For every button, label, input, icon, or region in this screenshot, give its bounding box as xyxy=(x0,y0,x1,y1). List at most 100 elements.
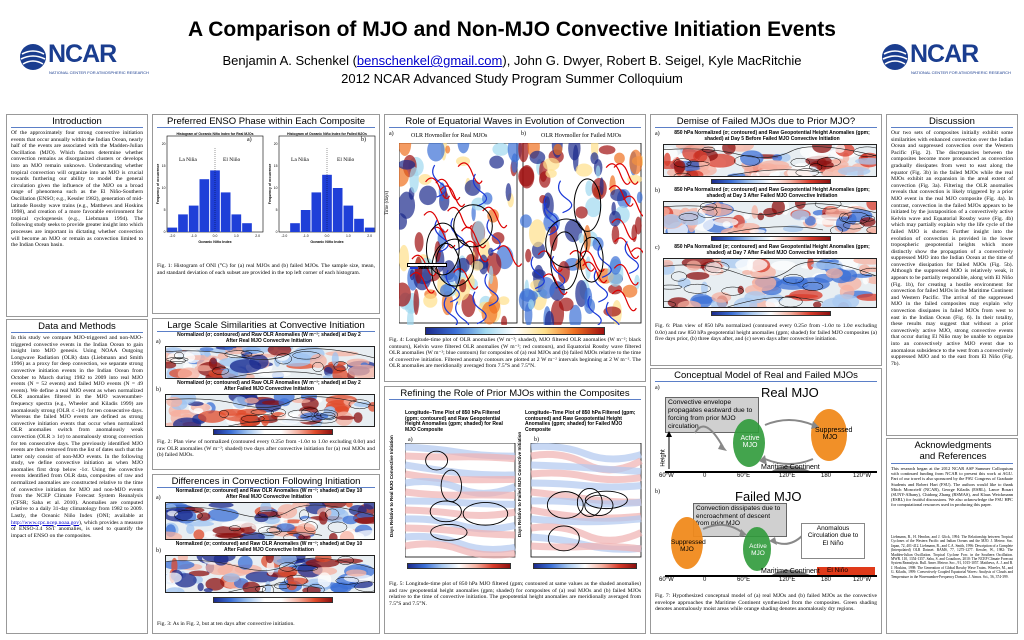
kelvin-contour xyxy=(613,263,639,286)
y-axis-label: Frequency of occurrence xyxy=(268,164,272,205)
anomaly-blob xyxy=(794,162,810,172)
anomaly-blob xyxy=(254,513,269,523)
z850-ylabel-b: Days Relative to Failed MJO Convective I… xyxy=(517,431,522,537)
olr-anomaly-patch xyxy=(595,165,601,178)
contour xyxy=(166,357,189,362)
anomaly-blob xyxy=(811,261,844,270)
coastline xyxy=(166,557,374,571)
height-anomaly-band xyxy=(405,506,516,520)
histogram-real-mjo: Histogram of Oceanic Niño Index for Real… xyxy=(156,132,264,244)
z850-map-c-heading: 850 hPa Normalized (σ; contoured) and Ra… xyxy=(674,244,870,256)
contour xyxy=(670,271,687,282)
olr-anomaly-patch xyxy=(489,155,504,169)
enso-title: Preferred ENSO Phase within Each Composi… xyxy=(166,116,365,127)
z850-colorbar xyxy=(711,236,831,241)
data-methods-body-end: ), which provides a measure of ENSO-3.4 … xyxy=(11,519,143,539)
introduction-panel: Introduction Of the approximately four s… xyxy=(6,114,148,317)
title-divider xyxy=(11,127,143,128)
contour xyxy=(274,582,290,590)
anomaly-blob xyxy=(746,259,754,271)
anomaly-blob xyxy=(866,202,876,211)
contour xyxy=(335,576,360,585)
olr-anomaly-patch xyxy=(609,256,622,275)
anomaly-blob xyxy=(353,530,374,539)
anomaly-blob xyxy=(317,572,332,588)
failed-mjo-title: Failed MJO xyxy=(735,489,802,504)
author-email-link[interactable]: benschenkel@gmail.com xyxy=(356,53,503,68)
contour xyxy=(839,212,849,222)
height-anomaly-band xyxy=(530,479,642,491)
large-scale-title: Large Scale Similarities at Convective I… xyxy=(167,320,365,331)
y-tick-label: 20 xyxy=(162,142,166,146)
authors-part-1: Benjamin A. Schenkel ( xyxy=(222,53,357,68)
contour xyxy=(790,158,810,168)
histogram-bar xyxy=(231,214,242,232)
anomaly-blob xyxy=(688,170,704,176)
olr-anomaly-patch xyxy=(575,206,588,219)
logo-text: NCAR xyxy=(48,40,117,68)
anomaly-blob xyxy=(336,415,355,420)
contour xyxy=(354,581,374,592)
olr-anomaly-patch xyxy=(488,247,494,256)
anomaly-blob xyxy=(277,413,301,425)
cpc-link[interactable]: http://www.cpc.ncep.noaa.gov xyxy=(11,519,79,526)
anomaly-blob xyxy=(218,408,247,416)
olr-anomaly-patch xyxy=(414,256,423,284)
map-field xyxy=(664,202,876,233)
olr-anomaly-patch xyxy=(634,274,640,290)
anomaly-blob xyxy=(825,268,843,279)
anomaly-blob xyxy=(266,559,275,576)
anomaly-blob xyxy=(325,351,359,357)
real-mjo-explanation-box: Convective envelope propagates eastward … xyxy=(665,397,759,433)
coastline xyxy=(228,531,323,539)
anomaly-blob xyxy=(312,566,338,576)
olr-anomaly-patch xyxy=(440,273,458,283)
olr-anomaly-patch xyxy=(537,277,555,299)
kelvin-contour xyxy=(582,261,608,284)
histogram-bar xyxy=(311,192,322,232)
x-tick-label: 2.0 xyxy=(367,234,372,238)
olr-anomaly-patch xyxy=(528,299,535,310)
kelvin-contour xyxy=(569,250,595,272)
z850-map-day-minus5 xyxy=(663,144,877,177)
legend-mjo-label: MJO xyxy=(419,265,429,270)
olr-anomaly-patch xyxy=(629,149,643,175)
height-anomaly-band xyxy=(405,461,516,479)
title-divider xyxy=(157,331,375,332)
mjo-contour xyxy=(453,204,493,248)
contour xyxy=(783,274,804,284)
el-nino-tag: El Niño xyxy=(827,567,848,574)
olr-anomaly-patch xyxy=(409,166,419,194)
anomaly-blob xyxy=(331,352,339,367)
lon-tick: 0 xyxy=(703,473,707,479)
olr-anomaly-patch xyxy=(528,219,546,248)
anomaly-blob xyxy=(722,221,731,229)
y-axis-label: Frequency of occurrence xyxy=(156,164,160,205)
introduction-title: Introduction xyxy=(52,116,102,127)
anomaly-blob xyxy=(347,364,374,378)
panel-label-a: a) xyxy=(389,131,394,137)
contour xyxy=(266,527,280,534)
filtered-contour xyxy=(425,450,449,471)
anomaly-blob xyxy=(212,525,245,535)
logo-text: NCAR xyxy=(910,40,979,68)
coastline xyxy=(166,396,374,408)
anomaly-blob xyxy=(839,268,858,282)
olr-map-day2-real xyxy=(165,346,375,379)
anomaly-blob xyxy=(749,229,766,233)
anomaly-blob xyxy=(711,292,732,303)
filtered-contour xyxy=(430,523,468,541)
anomaly-blob xyxy=(693,150,708,163)
panel-label-b: b) xyxy=(655,489,660,495)
differences-panel: Differences in Convection Following Init… xyxy=(152,474,380,634)
anomaly-blob xyxy=(743,213,750,220)
olr-anomaly-patch xyxy=(529,150,546,164)
y-tick-label: 0 xyxy=(164,230,166,234)
fig6-caption: Fig. 6: Plan view of 850 hPa normalized … xyxy=(655,323,877,343)
olr-anomaly-patch xyxy=(487,209,499,223)
kelvin-contour xyxy=(611,218,637,241)
contour xyxy=(697,206,718,219)
olr-anomaly-patch xyxy=(525,248,532,263)
lon-tick: 0 xyxy=(703,577,707,583)
height-anomaly-band xyxy=(530,443,643,463)
